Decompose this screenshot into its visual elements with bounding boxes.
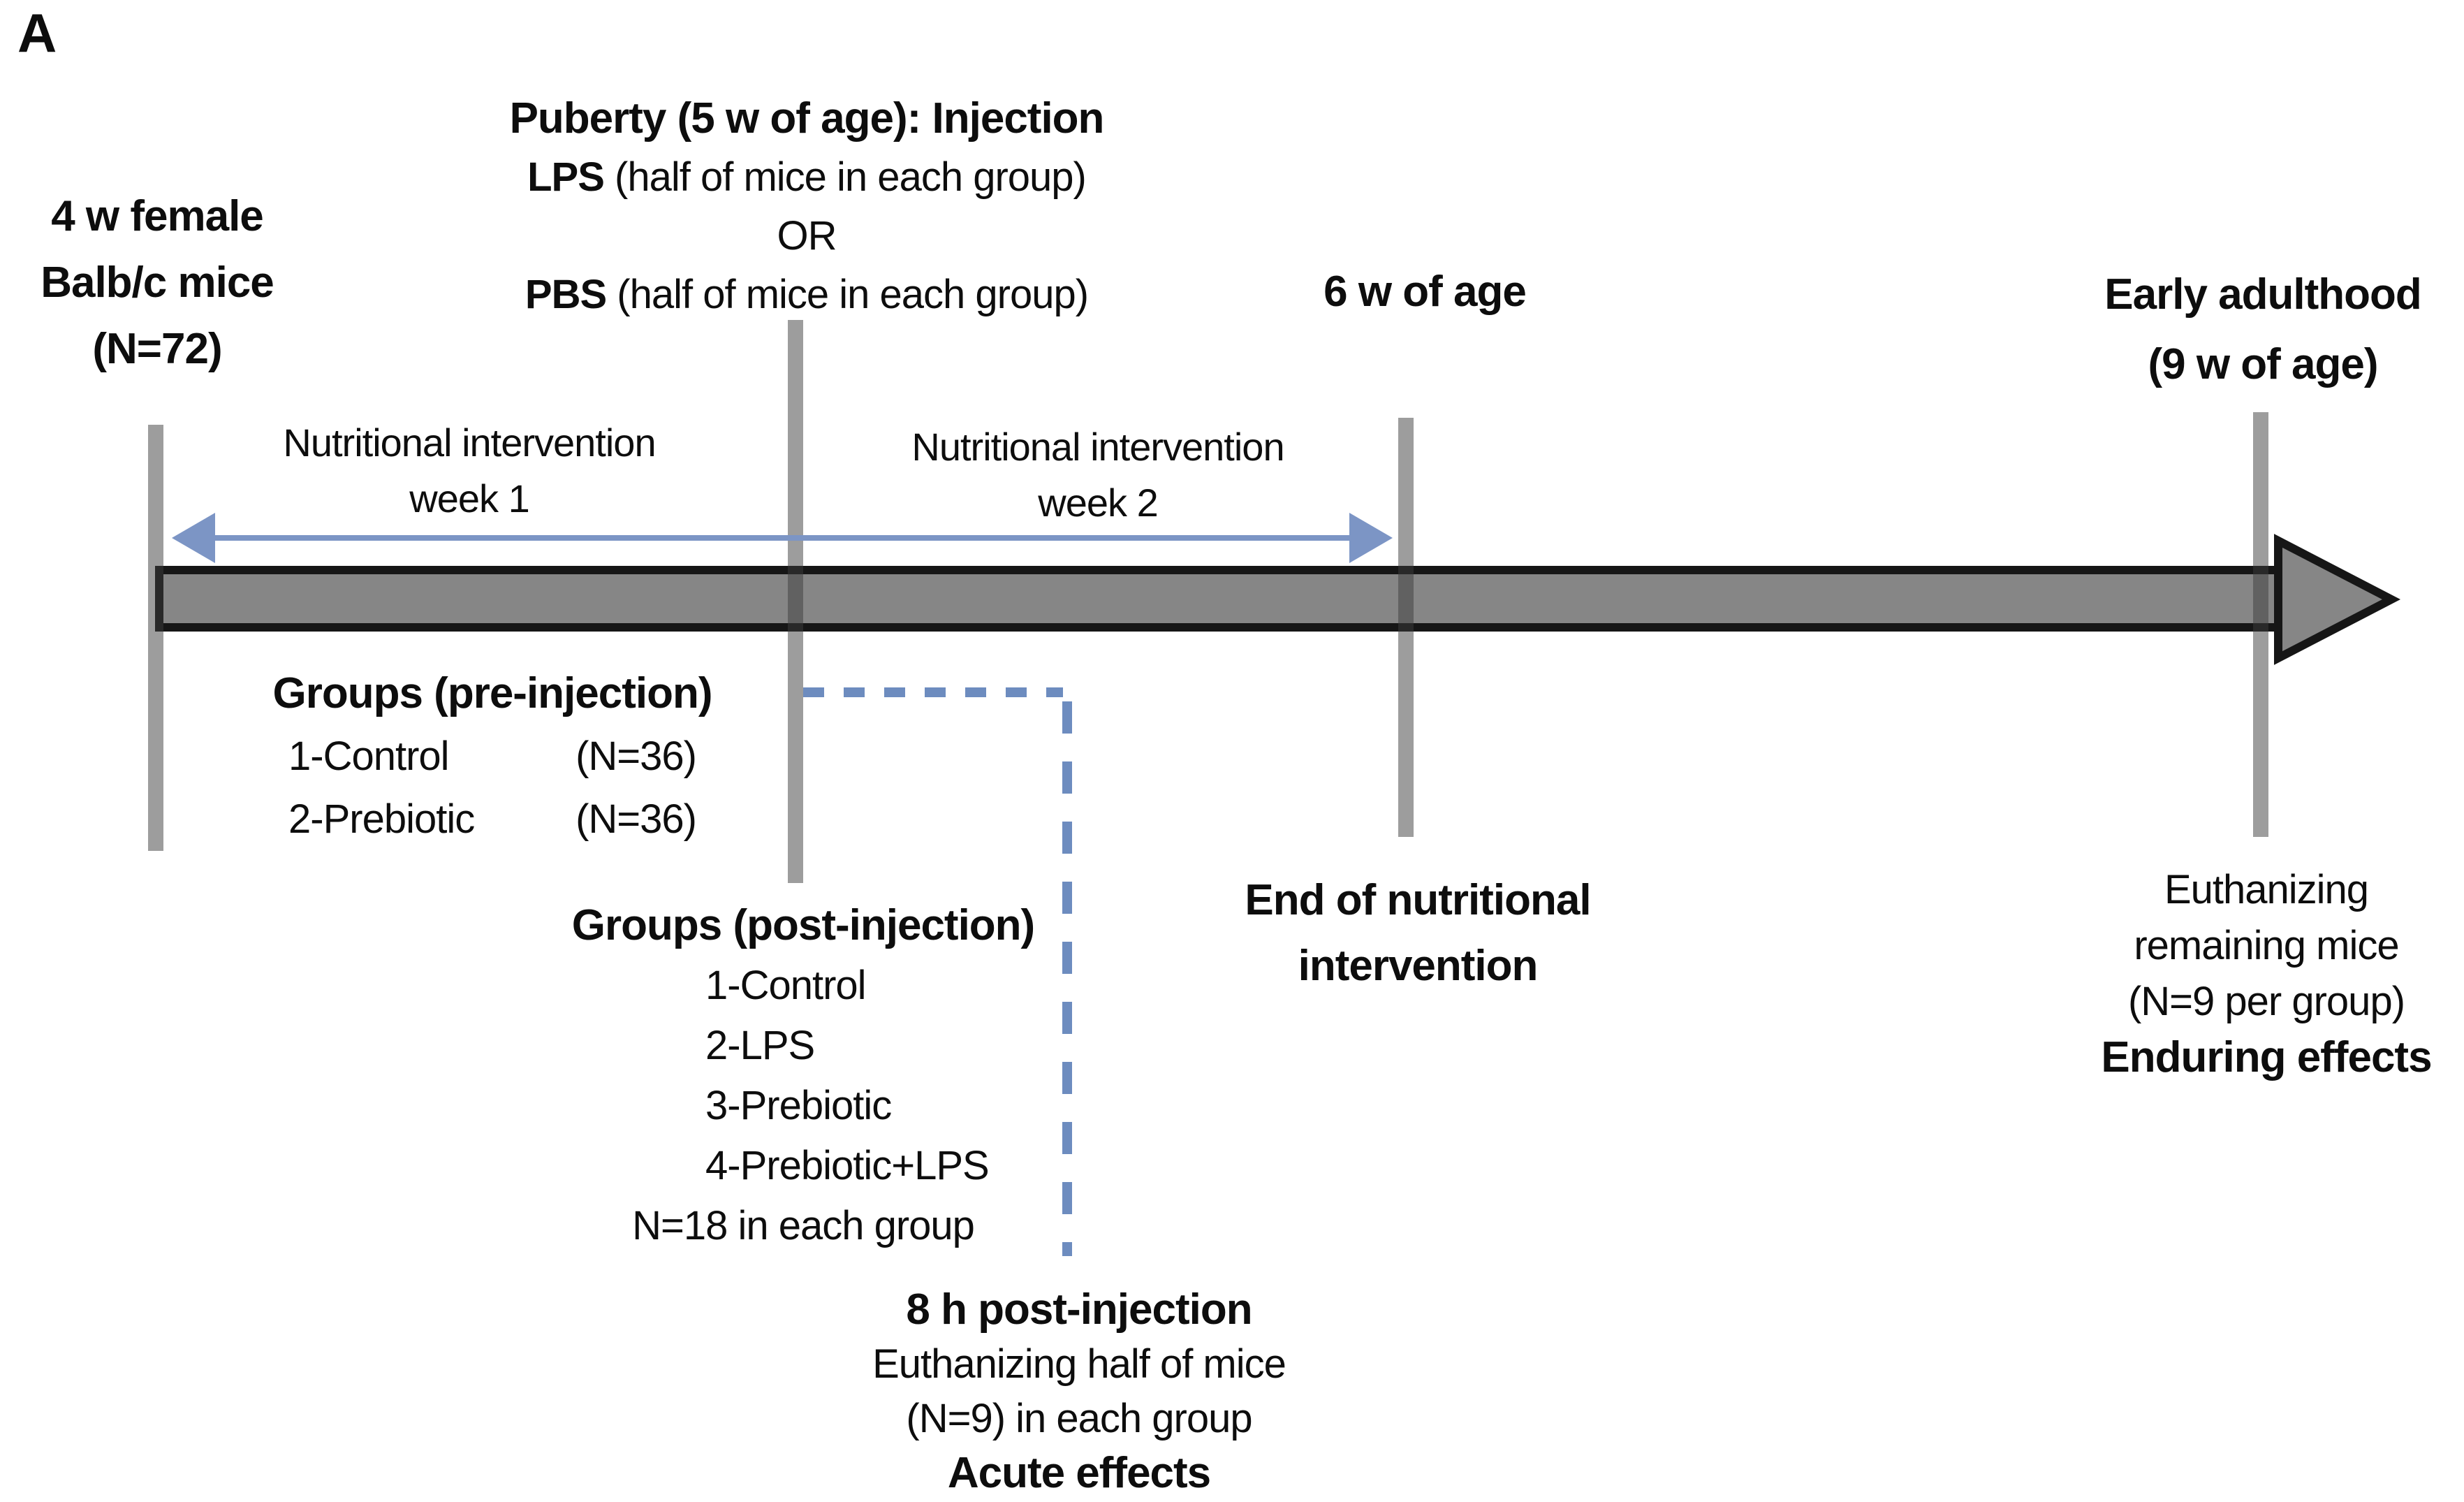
timeline-arrow-body <box>155 566 2282 632</box>
week1-line-1: Nutritional intervention <box>283 421 656 465</box>
injection-title: Puberty (5 w of age): Injection <box>509 94 1105 143</box>
end-line-1: End of nutritional <box>1245 876 1591 924</box>
acute-title: 8 h post-injection <box>906 1285 1252 1334</box>
post-injection-note: N=18 in each group <box>632 1203 975 1248</box>
injection-pbs-line: PBS (half of mice in each group) <box>353 265 1261 324</box>
acute-effects-block: 8 h post-injection Euthanizing half of m… <box>821 1283 1337 1501</box>
tick-injection-5w <box>788 320 803 883</box>
injection-block: Puberty (5 w of age): Injection LPS (hal… <box>353 89 1261 324</box>
start-line-3: (N=72) <box>92 325 222 373</box>
enduring-line-3: (N=9 per group) <box>2127 979 2405 1024</box>
intervention-span-arrowhead-left <box>172 513 215 563</box>
start-mice-block: 4 w female Balb/c mice (N=72) <box>0 183 353 382</box>
group-name: 2-Prebiotic <box>288 796 475 842</box>
adulthood-line-1: Early adulthood <box>2104 270 2421 319</box>
group-n: (N=36) <box>575 734 697 779</box>
post-injection-item: 2-LPS <box>705 1023 815 1068</box>
week2-line-2: week 2 <box>1038 481 1158 525</box>
acute-line-2: (N=9) in each group <box>906 1396 1252 1441</box>
pre-injection-title: Groups (pre-injection) <box>272 669 713 717</box>
six-week-label: 6 w of age <box>1323 268 1527 316</box>
enduring-line-1: Euthanizing <box>2164 867 2369 912</box>
tick-6w <box>1398 418 1414 837</box>
intervention-span-arrowhead-right <box>1349 513 1393 563</box>
group-name: 1-Control <box>288 734 450 779</box>
post-injection-item: 3-Prebiotic <box>705 1083 892 1128</box>
adulthood-line-2: (9 w of age) <box>2148 340 2378 388</box>
pbs-label: PBS <box>525 272 607 317</box>
pbs-rest: (half of mice in each group) <box>606 272 1089 317</box>
enduring-line-2: remaining mice <box>2134 923 2399 968</box>
week2-block: Nutritional intervention week 2 <box>874 419 1321 531</box>
acute-line-1: Euthanizing half of mice <box>872 1341 1286 1387</box>
group-n: (N=36) <box>575 796 697 842</box>
pre-injection-group-row: 1-Control (N=36) <box>241 725 744 788</box>
timeline-arrowhead <box>2274 534 2401 665</box>
post-injection-item: 4-Prebiotic+LPS <box>705 1143 990 1188</box>
tick-start-4w <box>148 425 163 851</box>
lps-rest: (half of mice in each group) <box>603 154 1087 200</box>
post-injection-title: Groups (post-injection) <box>571 901 1035 949</box>
post-injection-groups: Groups (post-injection) 1-Control 2-LPS … <box>552 896 1055 1256</box>
start-line-2: Balb/c mice <box>41 258 274 307</box>
enduring-effects-block: Euthanizing remaining mice (N=9 per grou… <box>2036 862 2464 1086</box>
adulthood-block: Early adulthood (9 w of age) <box>2053 260 2464 400</box>
acute-effects-label: Acute effects <box>947 1449 1211 1497</box>
start-line-1: 4 w female <box>51 192 264 240</box>
week1-block: Nutritional intervention week 1 <box>246 415 693 527</box>
pre-injection-group-row: 2-Prebiotic (N=36) <box>241 788 744 851</box>
lps-label: LPS <box>527 154 605 200</box>
week1-line-2: week 1 <box>409 476 529 520</box>
injection-or: OR <box>777 213 837 258</box>
week2-line-1: Nutritional intervention <box>911 425 1284 469</box>
tick-adulthood-9w <box>2253 412 2268 837</box>
end-intervention-block: End of nutritional intervention <box>1191 868 1645 999</box>
enduring-effects-label: Enduring effects <box>2101 1033 2432 1081</box>
post-injection-item: 1-Control <box>705 963 867 1008</box>
injection-lps-line: LPS (half of mice in each group) <box>353 148 1261 207</box>
panel-label: A <box>17 2 57 64</box>
end-line-2: intervention <box>1298 942 1539 990</box>
pre-injection-groups: Groups (pre-injection) 1-Control (N=36) … <box>241 662 744 851</box>
